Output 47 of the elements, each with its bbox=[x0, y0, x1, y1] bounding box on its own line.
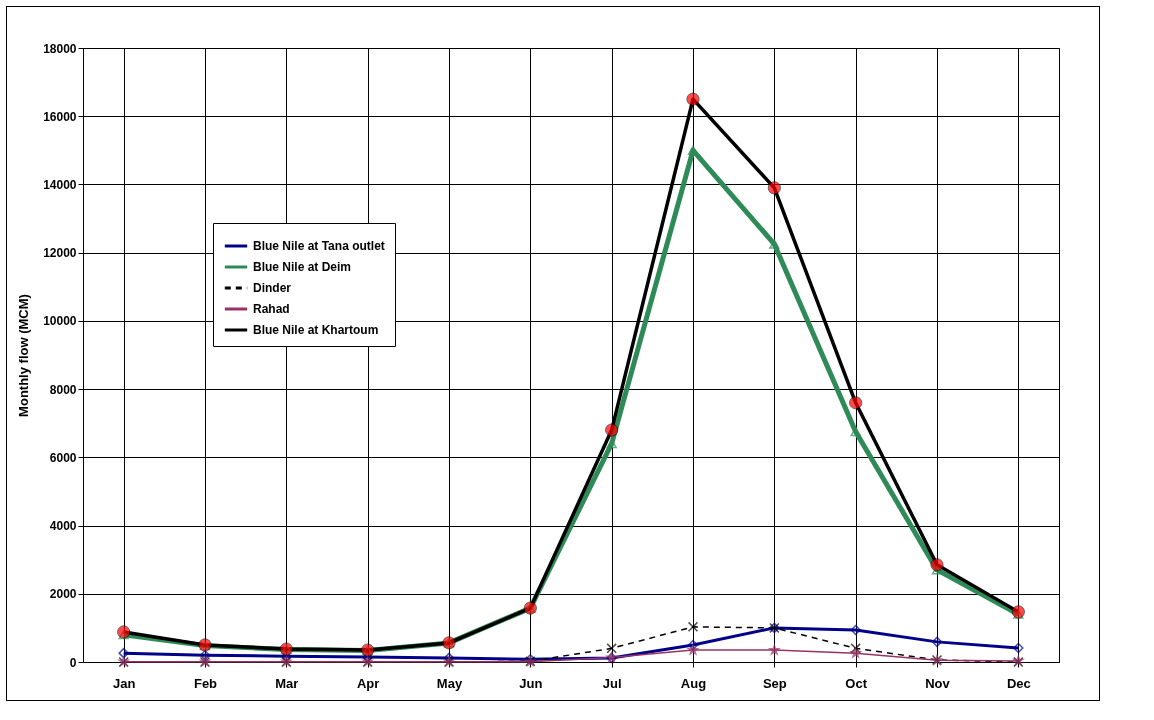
y-tick-label: 8000 bbox=[49, 382, 77, 397]
x-tick-label: Oct bbox=[845, 675, 868, 691]
point bbox=[199, 649, 211, 661]
x-tick-label: Mar bbox=[275, 675, 299, 691]
y-tick-label: 4000 bbox=[49, 519, 77, 534]
x-tick-label: Feb bbox=[193, 675, 218, 691]
point bbox=[605, 423, 619, 437]
point bbox=[686, 92, 700, 106]
point bbox=[769, 644, 780, 655]
y-tick-label: 10000 bbox=[43, 314, 77, 329]
point bbox=[767, 181, 781, 195]
x-tick-label: Aug bbox=[680, 675, 707, 691]
y-tick-label: 12000 bbox=[43, 246, 77, 261]
point bbox=[769, 239, 780, 249]
legend-label: Blue Nile at Khartoum bbox=[253, 323, 379, 337]
x-tick-label: Apr bbox=[356, 675, 380, 691]
point bbox=[118, 647, 129, 659]
x-tick-label: Nov bbox=[925, 675, 951, 691]
legend-label: Blue Nile at Deim bbox=[253, 260, 352, 274]
x-tick-label: Dec bbox=[1006, 675, 1031, 691]
y-axis-title: Monthly flow (MCM) bbox=[16, 294, 32, 417]
point bbox=[117, 625, 131, 639]
point bbox=[849, 396, 863, 410]
point bbox=[687, 639, 699, 651]
x-tick-label: May bbox=[436, 675, 463, 691]
point bbox=[931, 636, 943, 648]
x-tick-label: Jul bbox=[602, 675, 622, 691]
x-tick-label: Sep bbox=[762, 675, 787, 691]
point bbox=[606, 643, 617, 654]
y-tick-label: 16000 bbox=[43, 109, 77, 124]
point bbox=[687, 621, 699, 633]
y-tick-label: 2000 bbox=[49, 587, 77, 602]
legend-label: Dinder bbox=[253, 281, 292, 295]
point bbox=[850, 427, 861, 437]
y-tick-label: 14000 bbox=[43, 177, 77, 192]
x-tick-label: Jun bbox=[519, 675, 543, 691]
point bbox=[850, 624, 861, 636]
y-tick-label: 18000 bbox=[43, 41, 77, 56]
legend-label: Blue Nile at Tana outlet bbox=[253, 239, 385, 253]
point bbox=[850, 647, 861, 658]
y-tick-label: 6000 bbox=[49, 450, 77, 465]
point bbox=[1013, 642, 1024, 654]
point bbox=[930, 558, 944, 572]
y-tick-label: 0 bbox=[69, 655, 77, 670]
legend-label: Rahad bbox=[253, 302, 290, 316]
x-tick-label: Jan bbox=[112, 675, 136, 691]
point bbox=[850, 643, 861, 654]
